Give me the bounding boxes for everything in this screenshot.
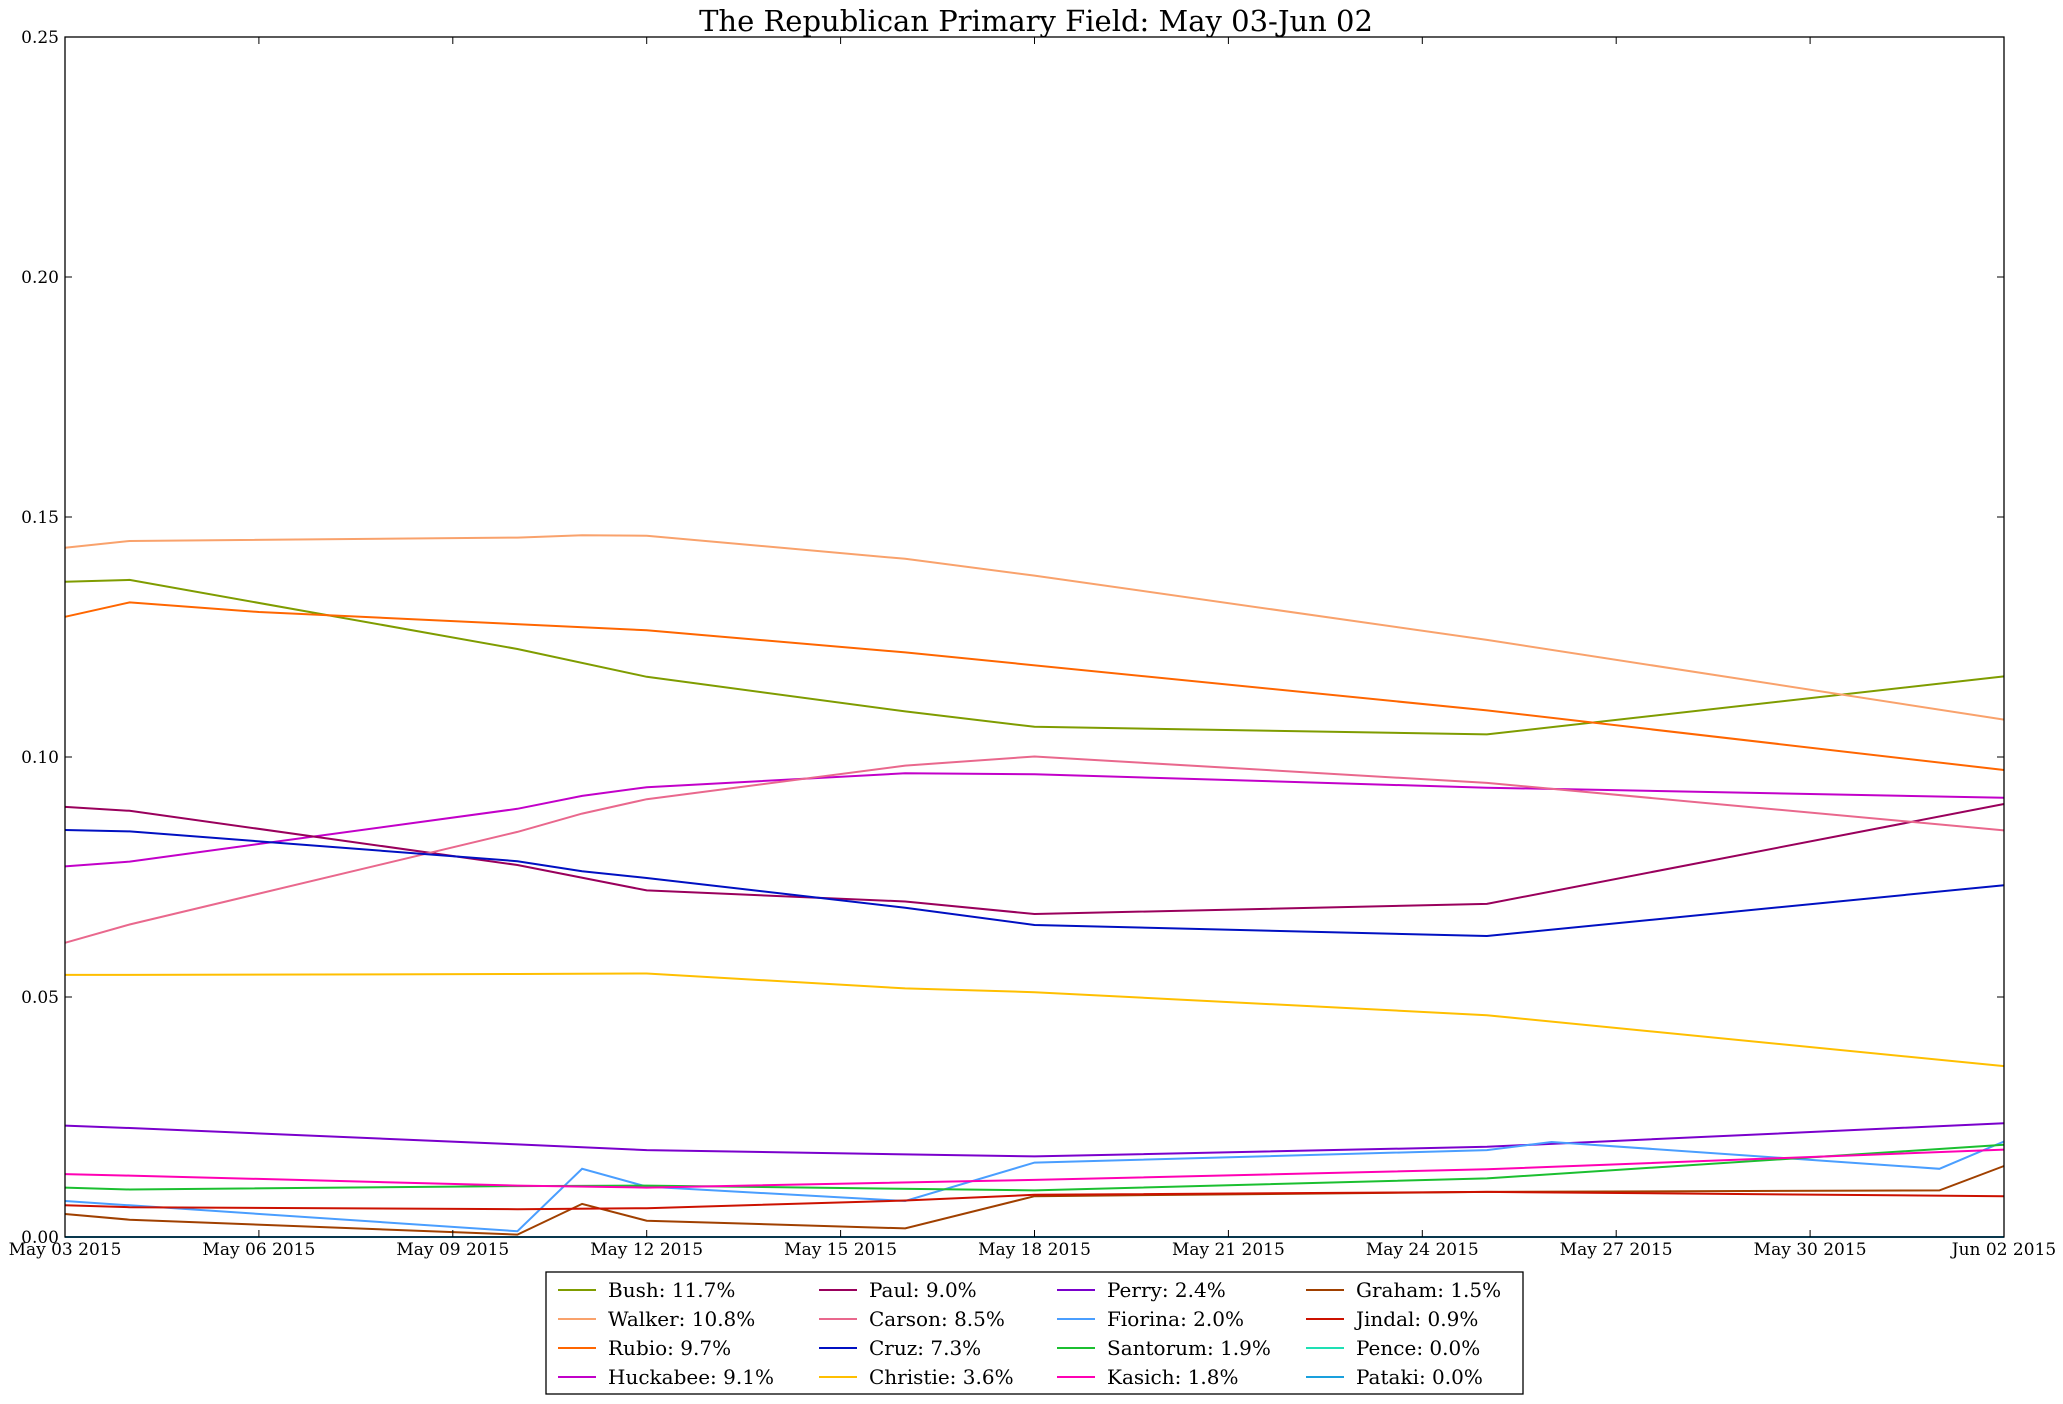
legend-label-9: Fiorina: 2.0%	[1107, 1307, 1244, 1331]
legend-label-12: Graham: 1.5%	[1356, 1278, 1501, 1302]
series-line-1	[64, 534, 2005, 721]
series-line-10	[64, 1143, 2005, 1192]
legend-label-4: Paul: 9.0%	[869, 1278, 977, 1302]
series-line-2	[64, 601, 2005, 771]
legend-label-15: Pataki: 0.0%	[1356, 1365, 1483, 1389]
chart-title: The Republican Primary Field: May 03-Jun…	[699, 4, 1373, 38]
x-tick-label: May 30 2015	[1754, 1240, 1867, 1260]
y-tick-label: 0.25	[21, 28, 59, 48]
axes-layer: 0.00 0.05 0.10 0.15 0.20 0.25 May 03 2015 May 0…	[9, 28, 2057, 1260]
x-tick-label: May 15 2015	[784, 1240, 897, 1260]
series-line-6	[64, 829, 2005, 938]
legend-label-3: Huckabee: 9.1%	[608, 1365, 774, 1389]
series-line-5	[64, 755, 2005, 944]
legend-label-2: Rubio: 9.7%	[608, 1336, 731, 1360]
series-line-4	[64, 803, 2005, 916]
legend-label-7: Christie: 3.6%	[869, 1365, 1014, 1389]
x-tick-label: May 18 2015	[978, 1240, 1091, 1260]
x-tick-label: May 21 2015	[1172, 1240, 1285, 1260]
x-tick-label: May 03 2015	[9, 1240, 122, 1260]
legend-box	[545, 1271, 1524, 1395]
y-tick-label: 0.20	[21, 268, 59, 288]
legend-label-8: Perry: 2.4%	[1107, 1278, 1226, 1302]
x-tick-label: May 24 2015	[1366, 1240, 1479, 1260]
series-line-11	[64, 1148, 2005, 1189]
x-tick-label: May 06 2015	[202, 1240, 315, 1260]
x-tick-label: May 09 2015	[396, 1240, 509, 1260]
legend-label-6: Cruz: 7.3%	[869, 1336, 981, 1360]
y-tick-label: 0.15	[21, 508, 59, 528]
legend-label-0: Bush: 11.7%	[608, 1278, 735, 1302]
series-line-12	[64, 1165, 2005, 1236]
legend-label-11: Kasich: 1.8%	[1107, 1365, 1239, 1389]
series-line-3	[64, 772, 2005, 868]
y-tick-label: 0.10	[21, 748, 59, 768]
legend-label-13: Jindal: 0.9%	[1354, 1307, 1478, 1331]
x-tick-label: May 12 2015	[590, 1240, 703, 1260]
legend-label-5: Carson: 8.5%	[869, 1307, 1005, 1331]
legend: Bush: 11.7% Walker: 10.8% Rubio: 9.7% Hucka…	[545, 1271, 1524, 1395]
series-line-13	[64, 1190, 2005, 1211]
y-tick-label: 0.00	[21, 1228, 59, 1248]
x-tick-label: May 27 2015	[1560, 1240, 1673, 1260]
series-line-7	[65, 972, 2005, 1068]
y-tick-label: 0.05	[21, 988, 59, 1008]
legend-label-1: Walker: 10.8%	[608, 1307, 755, 1331]
x-tick-label: Jun 02 2015	[1950, 1240, 2056, 1260]
legend-label-10: Santorum: 1.9%	[1107, 1336, 1271, 1360]
series-line-8	[64, 1122, 2005, 1158]
legend-label-14: Pence: 0.0%	[1356, 1336, 1480, 1360]
series-line-0	[64, 578, 2005, 736]
